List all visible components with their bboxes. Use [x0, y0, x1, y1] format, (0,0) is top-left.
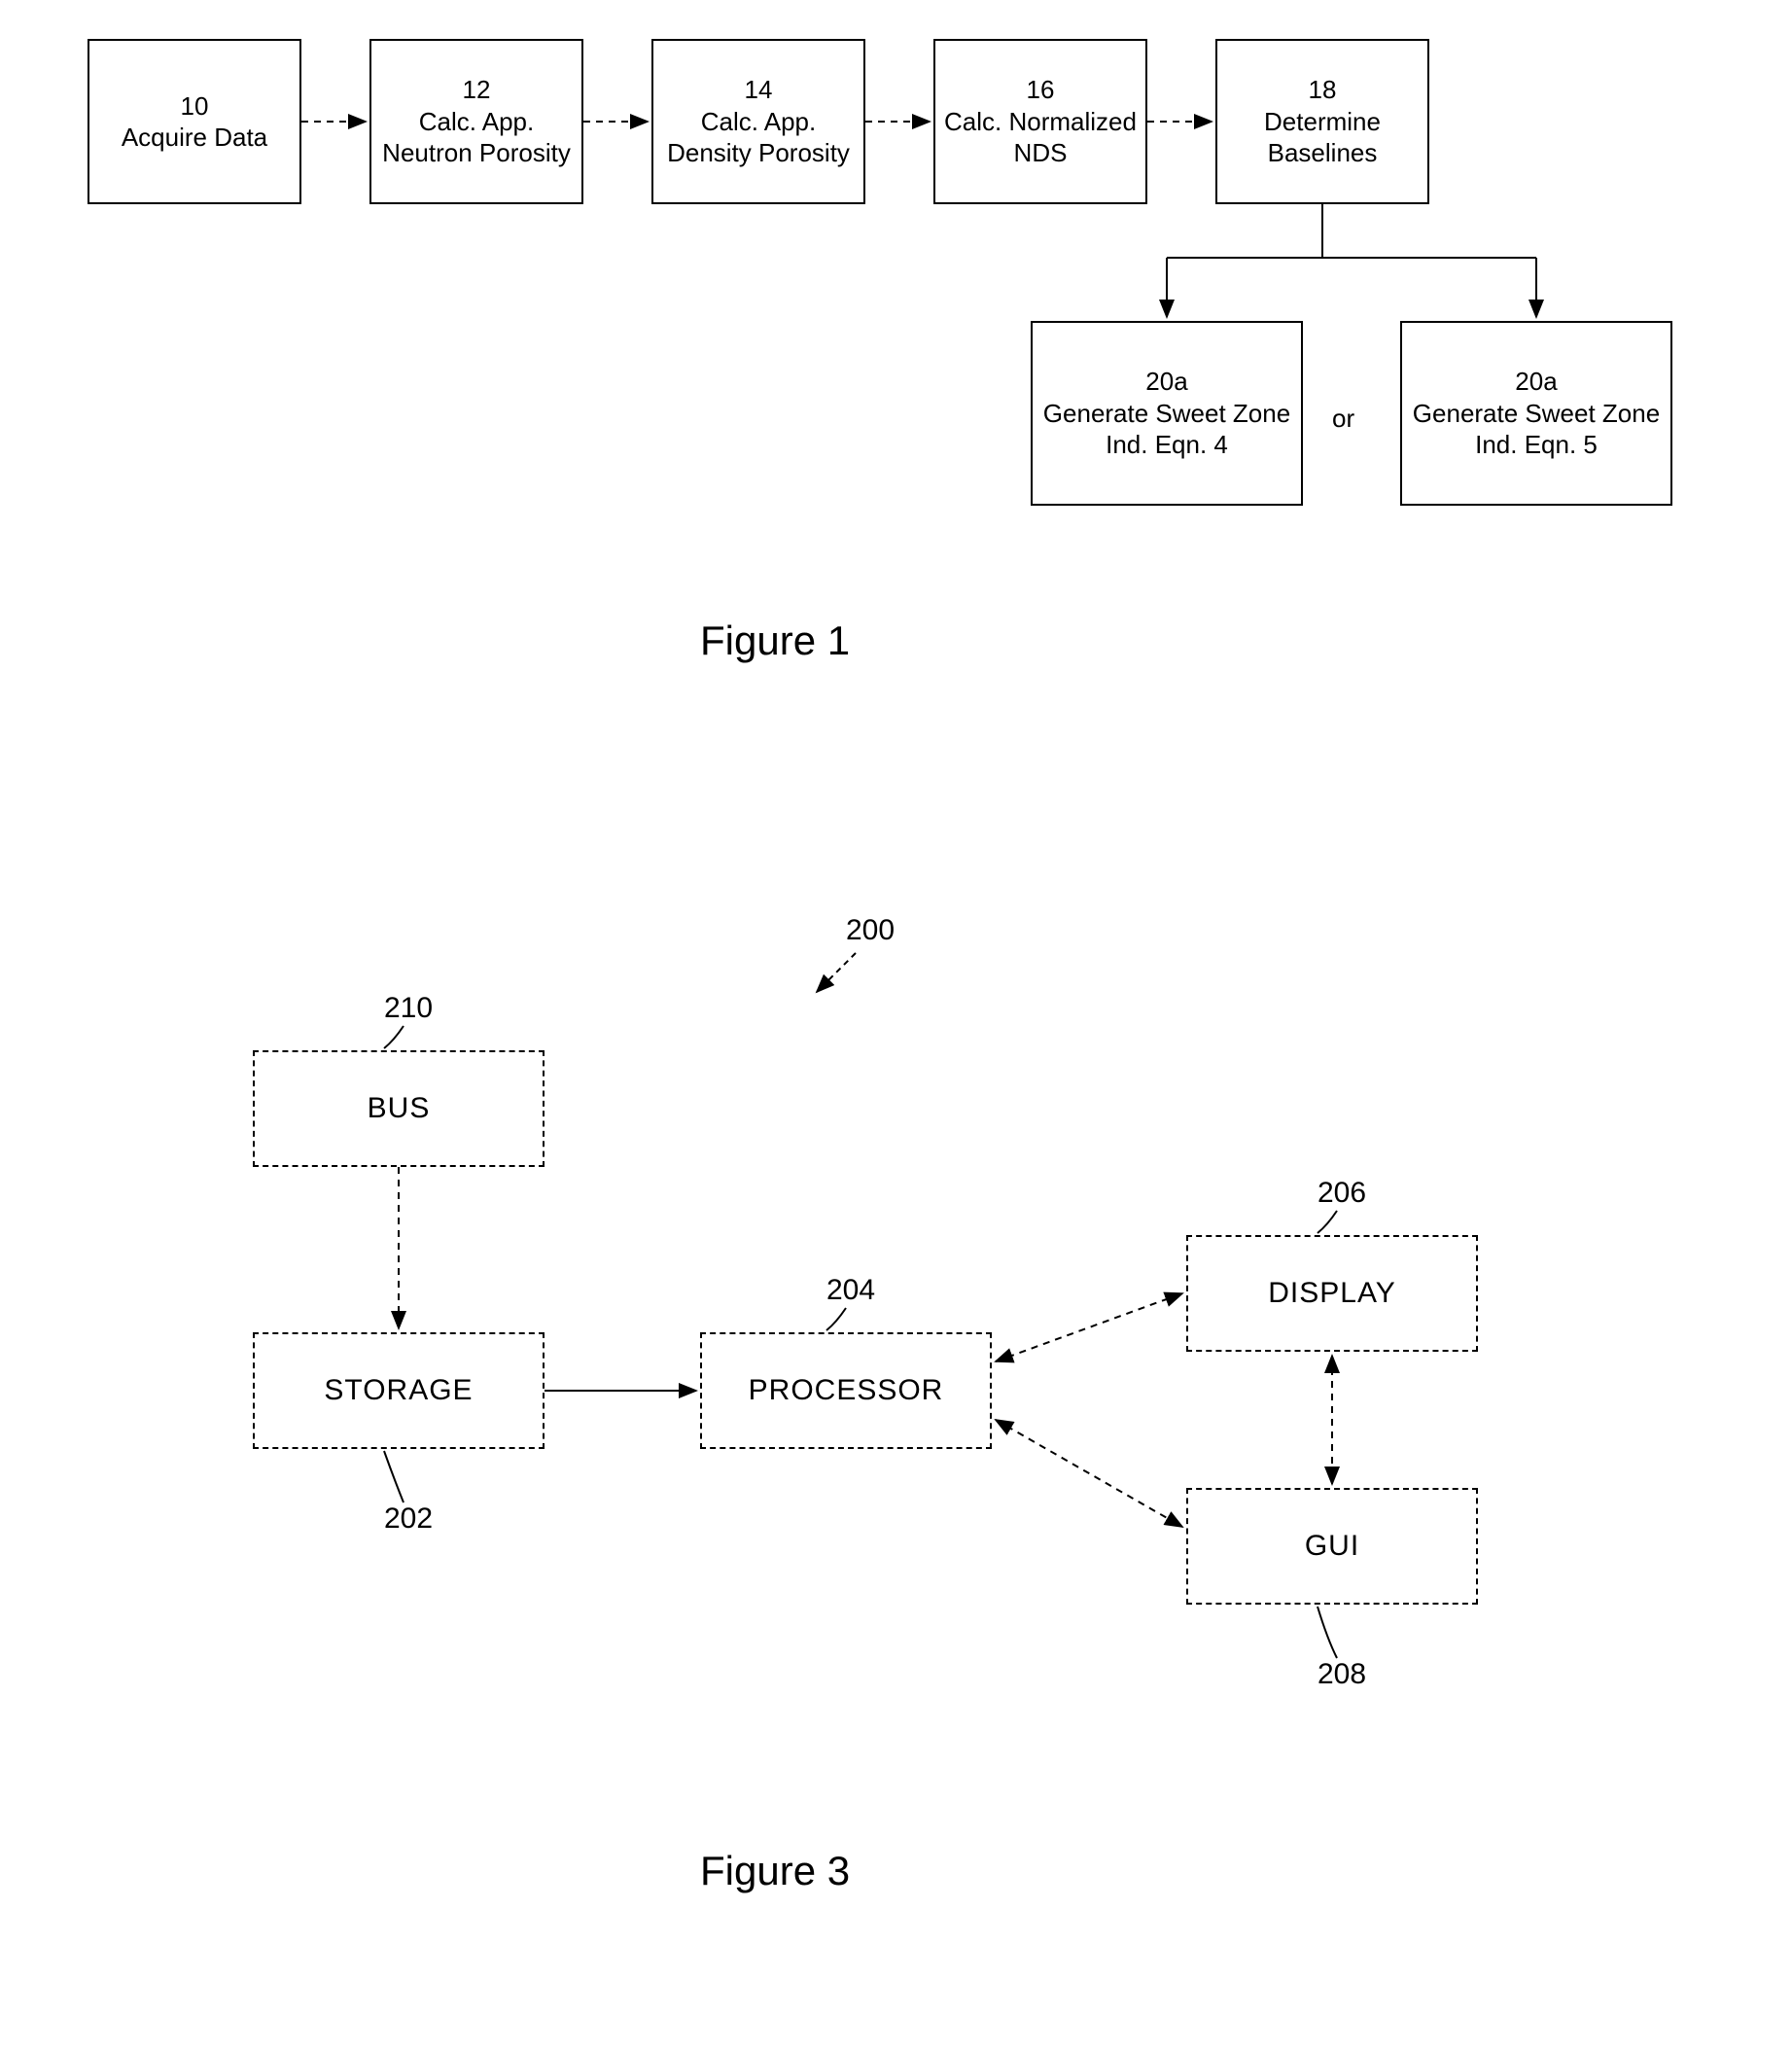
fig1-box-12-text: Calc. App. Neutron Porosity — [382, 107, 571, 168]
fig1-box-14-text: Calc. App. Density Porosity — [667, 107, 850, 168]
fig1-box-20a-text: Generate Sweet Zone Ind. Eqn. 4 — [1043, 399, 1290, 460]
fig1-box-14-content: 14 Calc. App. Density Porosity — [659, 74, 858, 169]
fig1-box-20a: 20a Generate Sweet Zone Ind. Eqn. 4 — [1031, 321, 1303, 506]
fig3-box-display: DISPLAY — [1186, 1235, 1478, 1352]
fig1-caption: Figure 1 — [700, 618, 850, 664]
fig1-box-14-num: 14 — [745, 75, 773, 104]
fig1-box-14: 14 Calc. App. Density Porosity — [651, 39, 865, 204]
fig3-processor-label: PROCESSOR — [749, 1374, 944, 1407]
fig3-box-gui: GUI — [1186, 1488, 1478, 1605]
fig1-box-20b-num: 20a — [1515, 367, 1557, 396]
fig1-or-label: or — [1332, 404, 1354, 434]
fig3-ref-210: 210 — [384, 992, 433, 1025]
fig3-box-bus: BUS — [253, 1050, 545, 1167]
fig1-box-12-num: 12 — [463, 75, 491, 104]
fig1-box-16: 16 Calc. Normalized NDS — [933, 39, 1147, 204]
fig3-bus-label: BUS — [368, 1092, 431, 1125]
fig1-box-12: 12 Calc. App. Neutron Porosity — [369, 39, 583, 204]
fig1-box-20b-content: 20a Generate Sweet Zone Ind. Eqn. 5 — [1408, 366, 1665, 461]
fig1-box-18-text: Determine Baselines — [1264, 107, 1381, 168]
fig3-gui-label: GUI — [1305, 1530, 1359, 1563]
fig1-box-20b: 20a Generate Sweet Zone Ind. Eqn. 5 — [1400, 321, 1672, 506]
fig3-box-storage: STORAGE — [253, 1332, 545, 1449]
fig3-storage-label: STORAGE — [324, 1374, 473, 1407]
fig1-box-20a-num: 20a — [1145, 367, 1187, 396]
fig3-ref-208: 208 — [1318, 1658, 1366, 1691]
fig1-box-20b-text: Generate Sweet Zone Ind. Eqn. 5 — [1413, 399, 1660, 460]
fig3-ref-206: 206 — [1318, 1177, 1366, 1210]
fig3-box-processor: PROCESSOR — [700, 1332, 992, 1449]
fig1-box-16-num: 16 — [1027, 75, 1055, 104]
fig1-box-20a-content: 20a Generate Sweet Zone Ind. Eqn. 4 — [1038, 366, 1295, 461]
fig3-caption: Figure 3 — [700, 1848, 850, 1894]
fig1-box-16-text: Calc. Normalized NDS — [944, 107, 1137, 168]
fig1-box-18: 18 Determine Baselines — [1215, 39, 1429, 204]
fig1-box-10-text: Acquire Data — [122, 123, 267, 152]
fig3-display-label: DISPLAY — [1268, 1277, 1396, 1310]
fig1-box-12-content: 12 Calc. App. Neutron Porosity — [377, 74, 576, 169]
fig1-box-18-content: 18 Determine Baselines — [1223, 74, 1422, 169]
fig3-ref-202: 202 — [384, 1502, 433, 1536]
fig1-box-10-content: 10 Acquire Data — [122, 90, 267, 154]
fig1-box-10-num: 10 — [181, 91, 209, 121]
fig3-ref-204: 204 — [826, 1274, 875, 1307]
fig3-arrows — [0, 0, 1792, 2050]
fig1-box-18-num: 18 — [1309, 75, 1337, 104]
fig3-ref-200: 200 — [846, 914, 895, 947]
fig1-box-16-content: 16 Calc. Normalized NDS — [941, 74, 1140, 169]
fig1-box-10: 10 Acquire Data — [88, 39, 301, 204]
